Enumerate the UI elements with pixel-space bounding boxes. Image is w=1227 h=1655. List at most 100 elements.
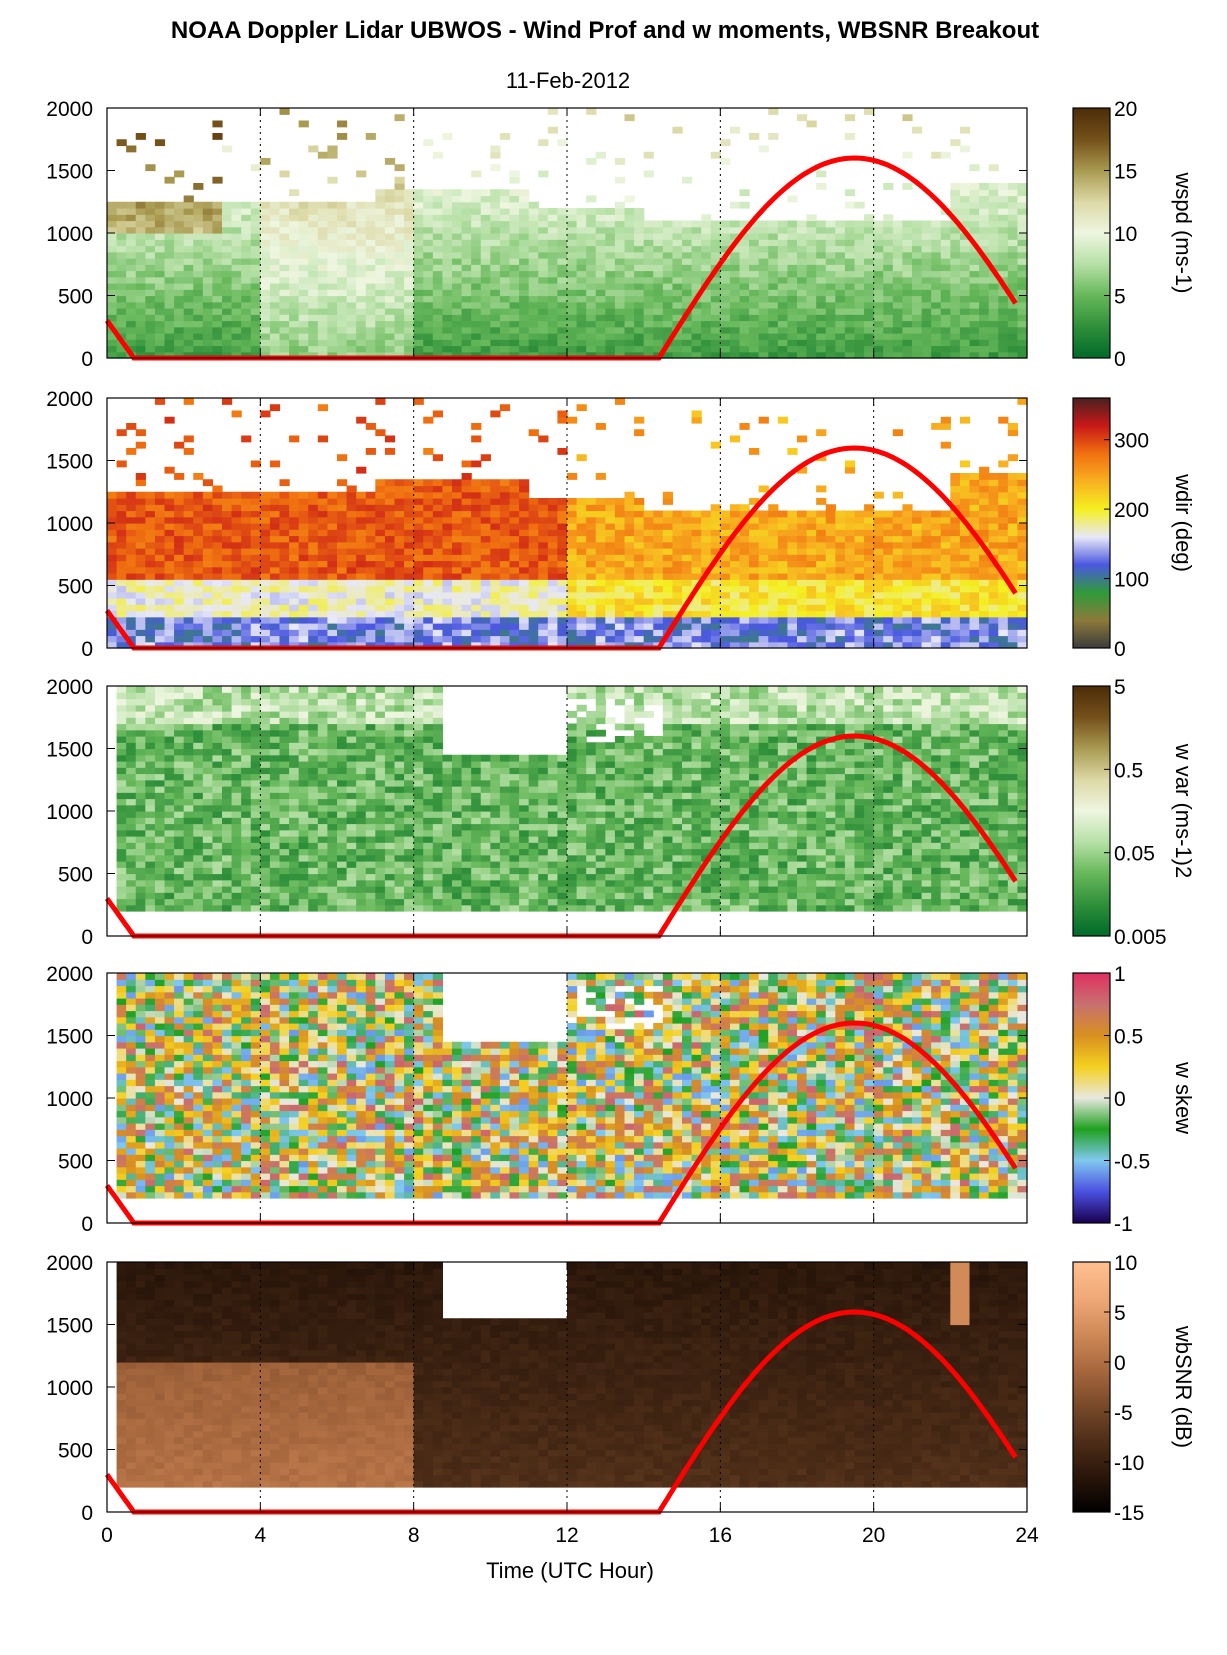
- heatmap-cell: [998, 610, 1009, 618]
- heatmap-cell: [202, 326, 214, 334]
- heatmap-cell: [260, 504, 271, 512]
- heatmap-cell: [998, 498, 1009, 505]
- heatmap-cell: [1017, 560, 1028, 568]
- heatmap-cell: [835, 283, 846, 290]
- heatmap-cell: [691, 320, 702, 328]
- heatmap-cell: [394, 339, 405, 347]
- heatmap-cell: [250, 554, 261, 562]
- heatmap-cell: [375, 623, 386, 630]
- heatmap-cell: [969, 208, 980, 215]
- heatmap-cell: [164, 320, 175, 328]
- heatmap-cell: [950, 641, 961, 649]
- heatmap-cell: [538, 516, 549, 524]
- heatmap-cell: [528, 516, 539, 524]
- heatmap-cell: [404, 320, 415, 328]
- heatmap-cell: [873, 251, 884, 259]
- heatmap-cell: [222, 510, 233, 518]
- heatmap-cell: [509, 320, 520, 328]
- heatmap-cell: [145, 258, 156, 265]
- heatmap-cell: [605, 641, 616, 649]
- heatmap-cell: [672, 245, 683, 253]
- heatmap-cell: [576, 560, 587, 568]
- heatmap-cell: [499, 333, 511, 340]
- heatmap-cell: [145, 320, 156, 328]
- heatmap-cell: [605, 566, 616, 574]
- heatmap-cell: [107, 220, 118, 228]
- heatmap-cell: [892, 566, 904, 574]
- heatmap-cell: [490, 189, 501, 197]
- heatmap-cell: [519, 479, 530, 487]
- heatmap-cell: [634, 351, 645, 359]
- heatmap-cell: [912, 510, 923, 518]
- heatmap-cell: [375, 529, 386, 537]
- heatmap-cell: [729, 510, 741, 518]
- heatmap-cell: [950, 195, 961, 203]
- heatmap-cell: [126, 635, 137, 643]
- heatmap-cell: [988, 516, 999, 524]
- heatmap-cell: [854, 529, 865, 537]
- heatmap-cell: [595, 641, 606, 649]
- heatmap-cell: [787, 604, 798, 612]
- heatmap-cell: [298, 295, 309, 303]
- heatmap-cell: [816, 548, 827, 555]
- heatmap-cell: [624, 308, 635, 315]
- heatmap-cell: [605, 516, 616, 524]
- heatmap-cell: [241, 529, 252, 537]
- heatmap-cell: [988, 301, 999, 309]
- heatmap-cell: [768, 598, 779, 605]
- heatmap-cell: [710, 301, 721, 309]
- heatmap-cell: [164, 598, 175, 605]
- heatmap-cell: [720, 283, 731, 290]
- heatmap-cell: [653, 326, 664, 334]
- heatmap-cell: [768, 585, 779, 593]
- heatmap-cell: [308, 560, 319, 568]
- heatmap-cell: [107, 251, 118, 259]
- heatmap-cell: [212, 579, 223, 587]
- heatmap-cell: [202, 295, 214, 303]
- heatmap-cell: [959, 289, 971, 297]
- heatmap-cell: [979, 529, 990, 537]
- heatmap-cell: [250, 258, 261, 265]
- heatmap-cell: [835, 295, 846, 303]
- heatmap-cell: [365, 610, 376, 618]
- heatmap-cell: [423, 233, 434, 240]
- heatmap-cell: [135, 623, 146, 630]
- heatmap-cell: [241, 616, 252, 624]
- heatmap-cell: [384, 289, 396, 297]
- heatmap-cell: [107, 264, 118, 272]
- heatmap-cell: [202, 548, 214, 555]
- heatmap-cell: [231, 251, 242, 259]
- heatmap-cell: [902, 114, 913, 122]
- heatmap-cell: [317, 151, 329, 159]
- heatmap-cell: [749, 308, 760, 315]
- heatmap-cell: [135, 579, 146, 587]
- heatmap-cell: [509, 485, 520, 493]
- heatmap-cell: [432, 258, 444, 265]
- heatmap-cell: [222, 548, 233, 555]
- heatmap-cell: [471, 585, 482, 593]
- heatmap-cell: [135, 201, 146, 209]
- heatmap-cell: [317, 491, 329, 499]
- heatmap-cell: [231, 529, 242, 537]
- heatmap-cell: [193, 516, 204, 524]
- heatmap-cell: [1017, 295, 1028, 303]
- heatmap-cell: [269, 270, 281, 278]
- heatmap-cell: [279, 498, 290, 505]
- heatmap-cell: [461, 301, 472, 309]
- heatmap-cell: [423, 283, 434, 290]
- heatmap-cell: [375, 208, 386, 215]
- heatmap-cell: [519, 239, 530, 247]
- heatmap-cell: [979, 616, 990, 624]
- heatmap-cell: [404, 301, 415, 309]
- heatmap-cell: [873, 529, 884, 537]
- heatmap-cell: [423, 214, 434, 222]
- heatmap-cell: [202, 535, 214, 543]
- heatmap-cell: [950, 479, 961, 487]
- heatmap-cell: [308, 201, 319, 209]
- heatmap-cell: [873, 566, 884, 574]
- heatmap-cell: [729, 276, 741, 284]
- heatmap-cell: [595, 233, 606, 240]
- heatmap-cell: [154, 529, 166, 537]
- heatmap-cell: [643, 326, 654, 334]
- heatmap-cell: [998, 504, 1009, 512]
